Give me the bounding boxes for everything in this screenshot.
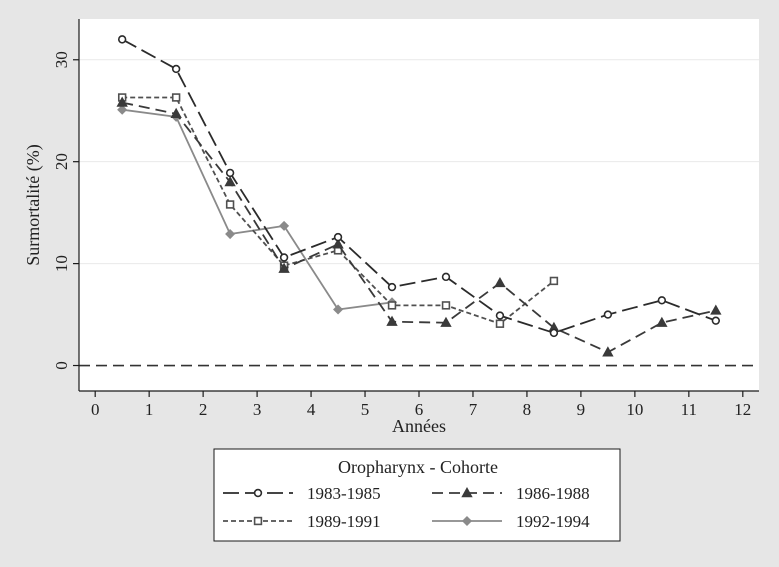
data-point: [387, 282, 397, 292]
series-layer: [116, 35, 722, 357]
data-point: [440, 316, 452, 327]
x-tick-label: 11: [681, 400, 697, 419]
data-point: [710, 304, 722, 315]
legend-label: 1989-1991: [307, 512, 381, 531]
x-tick-label: 12: [734, 400, 751, 419]
data-point: [494, 276, 506, 288]
data-point: [495, 311, 505, 320]
legend-item: 1983-1985: [223, 484, 381, 503]
legend-title: Oropharynx - Cohorte: [338, 457, 498, 477]
data-point: [224, 176, 236, 187]
y-axis-ticks: 0 10 20 30: [52, 51, 79, 370]
legend-box: [213, 448, 621, 542]
x-tick-label: 5: [361, 400, 370, 419]
data-point: [170, 107, 182, 118]
legend-item: 1992-1994: [432, 512, 590, 531]
data-point: [603, 310, 613, 319]
y-tick-label: 30: [52, 51, 71, 68]
x-tick-label: 4: [307, 400, 316, 419]
legend-item: 1989-1991: [223, 512, 381, 531]
x-tick-label: 9: [577, 400, 586, 419]
x-tick-label: 2: [199, 400, 208, 419]
x-tick-label: 8: [523, 400, 532, 419]
data-point: [225, 168, 235, 178]
data-point: [171, 64, 181, 74]
x-tick-label: 1: [145, 400, 154, 419]
data-point: [279, 220, 290, 231]
data-point: [278, 262, 290, 273]
legend-marker: [253, 516, 263, 526]
data-point: [117, 104, 128, 115]
legend-marker: [461, 515, 473, 527]
data-point: [387, 301, 397, 310]
x-tick-label: 6: [415, 400, 424, 419]
y-tick-label: 20: [52, 153, 71, 170]
x-tick-label: 7: [469, 400, 478, 419]
x-tick-label: 10: [626, 400, 643, 419]
data-point: [386, 315, 398, 326]
data-point: [333, 232, 343, 242]
legend-label: 1992-1994: [516, 512, 590, 531]
data-point: [495, 319, 505, 328]
data-point: [656, 316, 668, 327]
data-point: [333, 304, 344, 315]
x-tick-label: 3: [253, 400, 262, 419]
series-line-3: [122, 96, 555, 325]
series-line-4: [122, 108, 393, 311]
y-tick-label: 10: [52, 255, 71, 272]
series-1986-1988: [116, 96, 722, 357]
data-point: [549, 328, 559, 338]
data-point: [549, 276, 559, 286]
y-tick-label: 0: [52, 361, 71, 370]
series-line-1: [121, 38, 717, 334]
series-line-2: [121, 101, 717, 354]
plot-area: [79, 19, 759, 391]
data-point: [657, 296, 667, 305]
legend-marker: [461, 486, 473, 498]
y-gridlines: [79, 59, 759, 265]
x-axis-ticks: 0 1 2 3 4 5 6 7 8 9 10 11 12: [91, 391, 751, 419]
data-point: [441, 272, 451, 282]
series-1983-1985: [117, 35, 721, 338]
legend: Oropharynx - Cohorte 1983-1985 1986-19881…: [213, 448, 621, 542]
data-point: [332, 238, 344, 249]
legend-item: 1986-1988: [432, 484, 590, 503]
legend-label: 1986-1988: [516, 484, 590, 503]
data-point: [171, 93, 181, 102]
legend-marker: [253, 488, 263, 498]
data-point: [602, 346, 614, 357]
data-point: [225, 229, 236, 240]
data-point: [225, 200, 235, 209]
legend-items: 1983-1985 1986-1988 1989-1991 1992-1994: [223, 484, 590, 531]
data-point: [441, 301, 451, 310]
data-point: [279, 253, 289, 262]
data-point: [117, 35, 127, 44]
legend-label: 1983-1985: [307, 484, 381, 503]
x-axis-title: Années: [392, 416, 446, 436]
x-tick-label: 0: [91, 400, 100, 419]
y-axis-title: Surmortalité (%): [23, 144, 44, 265]
data-point: [116, 96, 128, 107]
data-point: [711, 316, 721, 325]
